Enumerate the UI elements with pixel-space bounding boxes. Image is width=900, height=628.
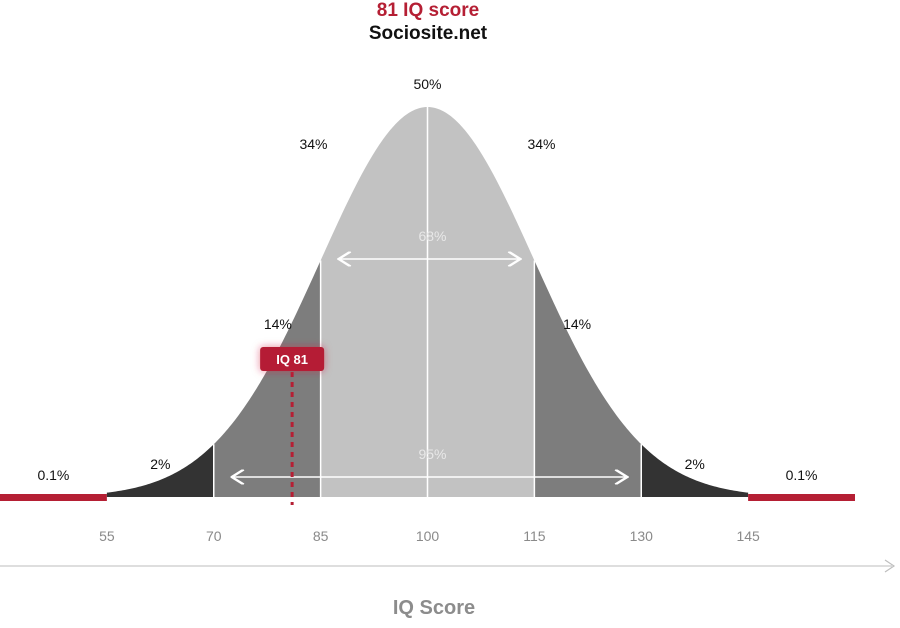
tick-label-130: 130	[630, 528, 654, 544]
region-label-5: 14%	[563, 316, 591, 332]
region-100-115	[427, 107, 535, 497]
region-55-70	[106, 444, 214, 497]
region-label-7: 0.1%	[786, 467, 818, 483]
region-label-1: 2%	[150, 456, 170, 472]
region-label-4: 34%	[527, 136, 555, 152]
region-label-3: 34%	[299, 136, 327, 152]
region-label-6: 2%	[685, 456, 705, 472]
chart-subtitle: Sociosite.net	[369, 23, 488, 44]
span-label-0: 68%	[418, 228, 446, 244]
chart-title: 81 IQ score	[377, 0, 479, 21]
region-115-130	[534, 260, 642, 497]
x-axis	[0, 559, 896, 573]
span-arrows: 68% 95%	[232, 228, 628, 477]
region-label-2: 14%	[264, 316, 292, 332]
region-labels: 0.1% 2% 14% 34% 34% 14% 2% 0.1% 50%	[37, 76, 817, 483]
distribution-regions	[0, 107, 855, 501]
marker-label: IQ 81	[276, 352, 308, 367]
tick-label-145: 145	[736, 528, 760, 544]
tail-bar-7	[748, 494, 855, 501]
peak-label: 50%	[413, 76, 441, 92]
x-axis-label: IQ Score	[393, 597, 475, 619]
region-label-0: 0.1%	[37, 467, 69, 483]
region-130-145	[641, 444, 749, 497]
iq-marker: IQ 81	[260, 347, 325, 505]
region-85-100	[320, 107, 428, 497]
tick-label-55: 55	[99, 528, 115, 544]
marker-badge	[260, 347, 325, 371]
x-axis-ticks: 55 70 85 100 115 130 145	[99, 528, 760, 544]
region-70-85	[213, 260, 321, 497]
tick-label-115: 115	[523, 528, 546, 544]
tick-label-100: 100	[416, 528, 440, 544]
span-label-1: 95%	[418, 446, 446, 462]
tick-label-70: 70	[206, 528, 222, 544]
tick-label-85: 85	[313, 528, 329, 544]
region-dividers	[213, 107, 642, 503]
tail-bar-0	[0, 494, 107, 501]
